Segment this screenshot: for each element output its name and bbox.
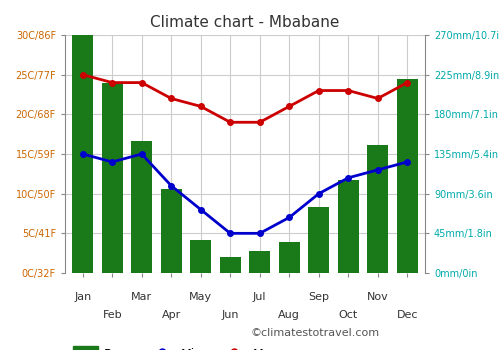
Text: Sep: Sep bbox=[308, 292, 330, 302]
Text: ©climatestotravel.com: ©climatestotravel.com bbox=[250, 328, 379, 338]
Bar bbox=[368, 145, 388, 273]
Text: Dec: Dec bbox=[396, 310, 418, 320]
Bar bbox=[72, 35, 93, 273]
Text: Aug: Aug bbox=[278, 310, 300, 320]
Bar bbox=[250, 251, 270, 273]
Text: Apr: Apr bbox=[162, 310, 181, 320]
Text: Jun: Jun bbox=[222, 310, 239, 320]
Text: Oct: Oct bbox=[338, 310, 358, 320]
Text: Jan: Jan bbox=[74, 292, 92, 302]
Title: Climate chart - Mbabane: Climate chart - Mbabane bbox=[150, 15, 340, 30]
Text: Feb: Feb bbox=[102, 310, 122, 320]
Bar bbox=[308, 207, 329, 273]
Bar bbox=[220, 257, 240, 273]
Bar bbox=[132, 141, 152, 273]
Bar bbox=[338, 181, 358, 273]
Bar bbox=[190, 239, 211, 273]
Bar bbox=[279, 242, 299, 273]
Bar bbox=[397, 79, 417, 273]
Legend: Prec, Min, Max: Prec, Min, Max bbox=[68, 342, 284, 350]
Text: May: May bbox=[189, 292, 212, 302]
Text: Mar: Mar bbox=[131, 292, 152, 302]
Text: Nov: Nov bbox=[367, 292, 388, 302]
Bar bbox=[161, 189, 182, 273]
Text: Jul: Jul bbox=[253, 292, 266, 302]
Bar bbox=[102, 84, 122, 273]
